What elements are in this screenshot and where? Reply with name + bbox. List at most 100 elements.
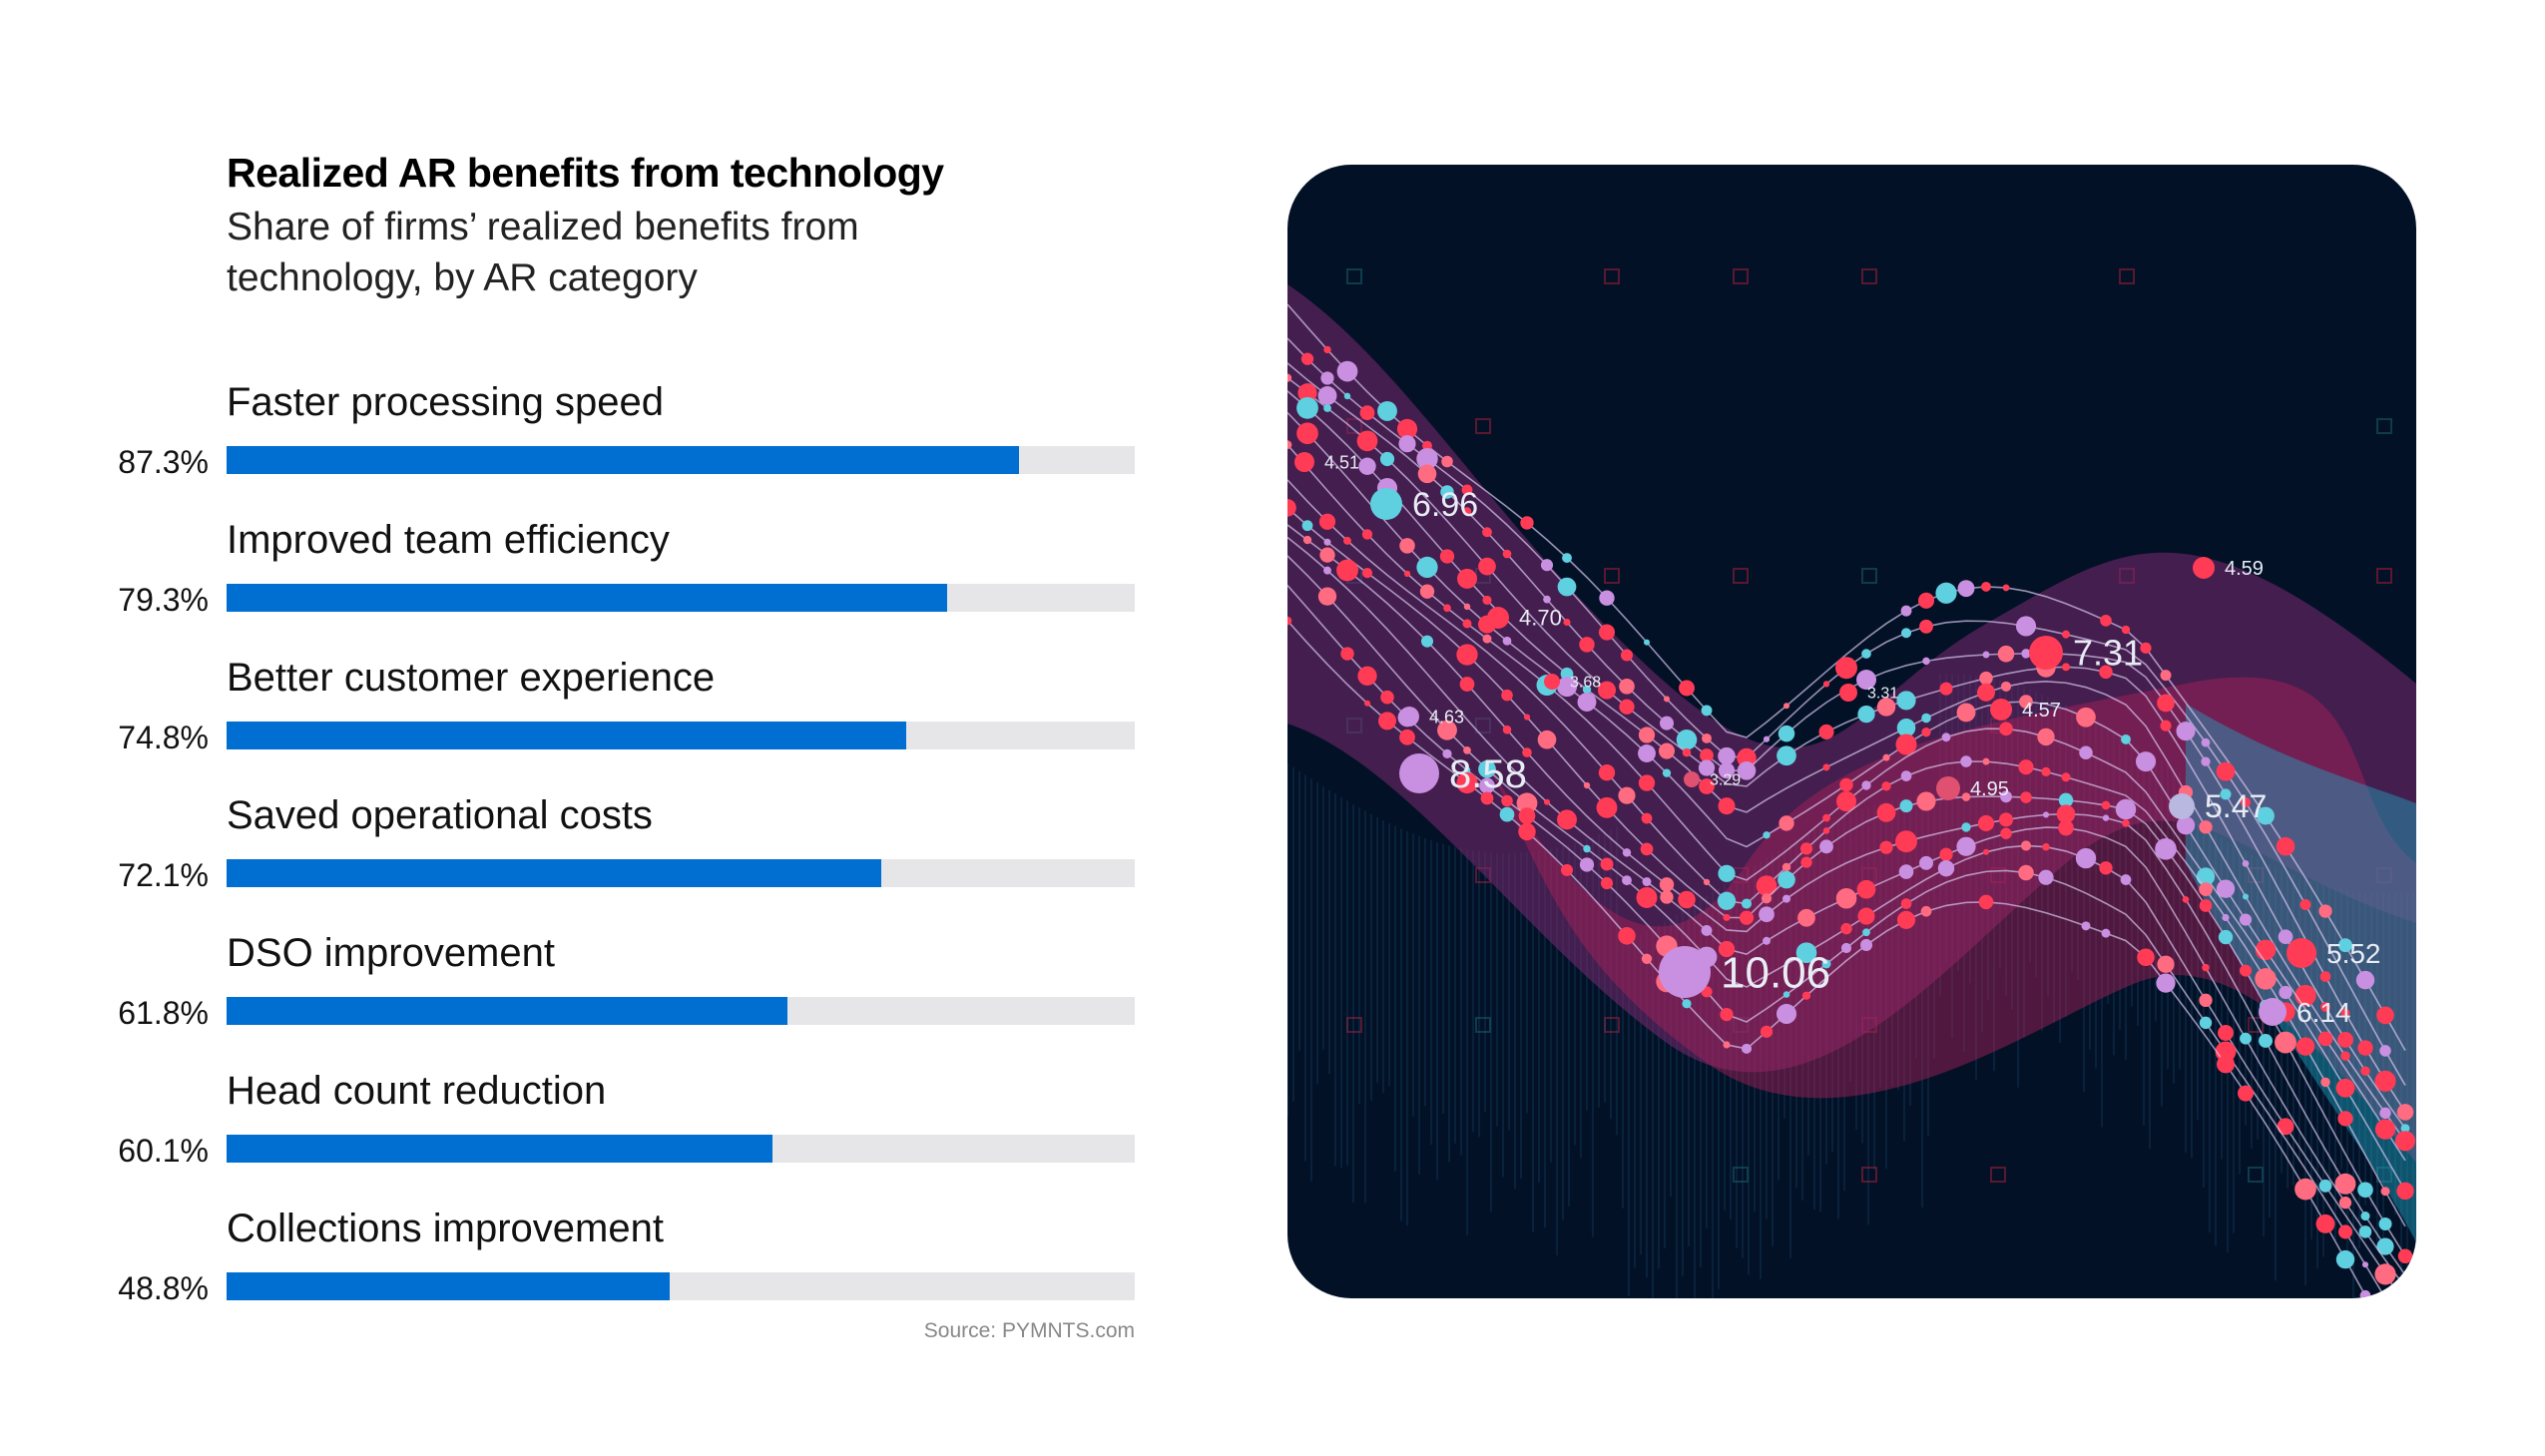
data-dot [1300,352,1314,365]
bar [227,446,1020,474]
data-dot [1658,742,1676,759]
data-dot [2397,1248,2413,1264]
data-dot [1323,404,1331,412]
data-dot [1723,913,1731,921]
data-dot [1620,649,1634,662]
data-dot [1921,728,1931,737]
data-dot [2075,847,2097,869]
data-dot [1856,670,1876,691]
data-dot [1618,786,1636,804]
data-dot [2137,948,2155,967]
category-label: Saved operational costs [227,793,653,837]
data-dot [1961,822,1971,832]
category-label: Better customer experience [227,656,716,700]
data-dot [1359,405,1375,421]
highlight-dot [1399,707,1419,727]
data-dot [1287,499,1296,517]
data-dot [1598,764,1616,781]
value-label: 60.1% [118,1133,209,1169]
data-dot [1297,383,1317,403]
data-dot [1459,677,1475,692]
grid-square [1733,568,1749,584]
point-value-label: 3.29 [1710,772,1741,789]
data-dot [2199,820,2213,834]
data-dot [2020,840,2032,851]
data-dot [2199,1016,2213,1030]
data-dot [1835,657,1857,680]
data-dot [2002,584,2010,592]
data-dot [2061,630,2071,639]
grid-square [1346,268,1362,284]
bar-track [227,1135,1135,1163]
data-dot [1480,791,1494,805]
data-dot [1756,875,1778,896]
data-dot [2056,804,2076,823]
data-dot [2396,1104,2414,1121]
data-dot [1340,647,1354,661]
abstract-data-waves-illustration: 6.96 8.58 10.06 7.31 5.47 5.52 6.14 4.70 4.59 4.5… [1287,268,2416,1298]
bar [227,722,906,749]
data-dot [2319,971,2331,982]
data-dot [1363,700,1371,707]
data-dot [1881,781,1891,791]
bar-row: DSO improvement 61.8% [0,931,1138,1051]
data-dot [2278,929,2293,945]
data-dot [1778,725,1795,742]
data-dot [1678,890,1696,909]
data-dot [1457,568,1477,589]
data-dot [1560,863,1574,876]
point-value-label: 4.95 [1970,778,2009,800]
data-dot [2100,615,2112,627]
data-dot [1982,651,1990,659]
data-dot [1761,893,1773,904]
data-dot [1502,725,1512,734]
bar [227,997,788,1025]
data-dot [1795,942,1817,963]
data-dot [1579,857,1595,872]
data-dot [1442,748,1452,759]
data-dot [1900,898,1912,909]
data-dot [1861,780,1871,790]
grid-square [2376,1167,2392,1183]
data-dot [1482,634,1492,644]
data-dot [1596,796,1618,818]
grid-square [2376,568,2392,584]
data-dot [1641,953,1653,964]
grid-square [1604,1017,1620,1033]
data-dot [1540,559,1554,572]
data-dot [1982,848,1990,855]
data-dot [1782,991,1790,998]
data-dot [1301,520,1313,532]
data-dot [2037,728,2055,746]
data-dot [1456,644,1478,666]
data-dot [1518,807,1536,824]
data-dot [1720,1007,1734,1022]
data-dot [1679,680,1695,697]
data-dot [1861,649,1871,659]
data-dot [1343,392,1351,400]
data-dot [2242,859,2250,867]
data-dot [1599,590,1615,606]
data-dot [1956,703,1976,723]
bar-row: Saved operational costs 72.1% [0,793,1138,913]
data-dot [2317,1031,2333,1047]
highlight-dot [1839,684,1857,702]
grid-square [1475,1017,1491,1033]
data-dot [2376,1006,2394,1025]
data-dot [2216,1055,2236,1074]
data-dot [1779,815,1794,831]
data-dot [2019,695,2033,710]
data-dot [1856,879,1876,899]
data-dot [1763,735,1771,742]
data-dot [2000,827,2012,839]
data-dot [2255,939,2277,961]
wave-line [1287,479,2406,1227]
data-dot [2176,722,2196,741]
data-dot [2355,970,2375,990]
highlight-dot [1990,699,2012,721]
grid-square [1861,268,1877,284]
bar-track [227,997,1135,1025]
bar-track [227,584,1135,612]
highlight-dot [1487,607,1509,629]
data-dot [1622,875,1632,886]
